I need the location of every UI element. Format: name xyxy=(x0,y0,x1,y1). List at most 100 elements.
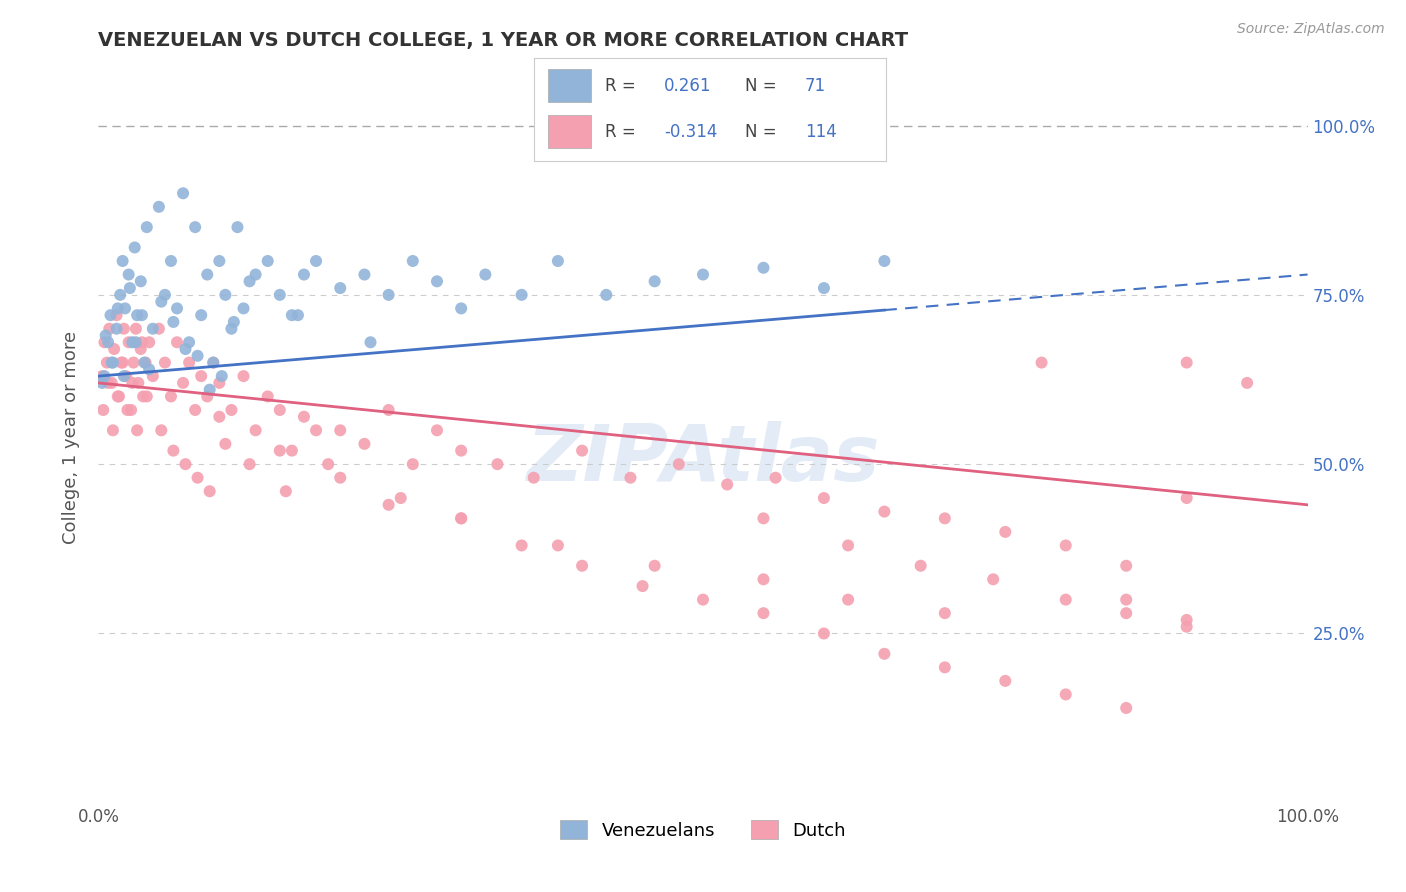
Point xyxy=(91,403,114,417)
Point xyxy=(994,524,1017,539)
Point xyxy=(190,369,212,384)
Point xyxy=(132,389,155,403)
Point xyxy=(153,355,176,369)
Point xyxy=(166,301,188,316)
Point xyxy=(184,220,207,235)
Point xyxy=(125,322,148,336)
Point xyxy=(112,369,135,384)
Point xyxy=(195,389,218,403)
Point xyxy=(211,369,233,384)
Point xyxy=(994,673,1017,688)
Point xyxy=(716,477,738,491)
Text: R =: R = xyxy=(605,123,641,141)
Point xyxy=(360,335,382,350)
Point xyxy=(813,626,835,640)
Point xyxy=(1115,558,1137,573)
Point xyxy=(160,389,183,403)
Point xyxy=(305,423,328,437)
Point xyxy=(162,443,184,458)
Point xyxy=(377,288,399,302)
Point xyxy=(91,369,114,384)
Point xyxy=(135,389,157,403)
Point xyxy=(110,355,132,369)
Point xyxy=(105,308,128,322)
Text: 114: 114 xyxy=(804,123,837,141)
Point xyxy=(292,268,315,282)
Point xyxy=(245,423,267,437)
Point xyxy=(129,342,152,356)
Point xyxy=(1115,606,1137,620)
Point xyxy=(100,355,122,369)
Point xyxy=(134,355,156,369)
Legend: Venezuelans, Dutch: Venezuelans, Dutch xyxy=(551,811,855,848)
Point xyxy=(105,322,128,336)
Point xyxy=(269,443,291,458)
Point xyxy=(118,335,141,350)
Point xyxy=(124,240,146,254)
Point xyxy=(269,403,291,417)
Point xyxy=(142,369,165,384)
Point xyxy=(256,389,278,403)
Point xyxy=(1175,613,1198,627)
Point xyxy=(571,558,593,573)
Point xyxy=(187,471,209,485)
Point xyxy=(172,376,194,390)
Point xyxy=(245,268,267,282)
Point xyxy=(668,457,690,471)
Point xyxy=(179,355,201,369)
Point xyxy=(150,294,173,309)
Point xyxy=(281,443,304,458)
Point xyxy=(148,200,170,214)
Point xyxy=(127,308,149,322)
Point xyxy=(486,457,509,471)
Point xyxy=(1175,491,1198,505)
Point xyxy=(138,335,160,350)
Point xyxy=(114,301,136,316)
Point xyxy=(103,342,125,356)
Point xyxy=(644,558,666,573)
Point xyxy=(644,274,666,288)
Point xyxy=(1031,355,1053,369)
Point xyxy=(619,471,641,485)
Point xyxy=(122,355,145,369)
Text: R =: R = xyxy=(605,77,641,95)
Point xyxy=(692,268,714,282)
Point xyxy=(108,389,131,403)
Point xyxy=(100,376,122,390)
Point xyxy=(232,369,254,384)
Point xyxy=(1115,592,1137,607)
Point xyxy=(752,260,775,275)
Point xyxy=(101,423,124,437)
Point xyxy=(329,423,352,437)
Point xyxy=(1054,688,1077,702)
Point xyxy=(450,511,472,525)
Point xyxy=(202,355,225,369)
Point xyxy=(208,409,231,424)
Point xyxy=(111,254,134,268)
Point xyxy=(281,308,304,322)
Point xyxy=(547,254,569,268)
Text: N =: N = xyxy=(745,123,782,141)
Text: Source: ZipAtlas.com: Source: ZipAtlas.com xyxy=(1237,22,1385,37)
Point xyxy=(450,443,472,458)
Text: 71: 71 xyxy=(804,77,827,95)
Point xyxy=(1175,355,1198,369)
Point xyxy=(752,511,775,525)
Point xyxy=(292,409,315,424)
Point xyxy=(269,288,291,302)
Point xyxy=(97,335,120,350)
Point xyxy=(107,389,129,403)
Point xyxy=(93,335,115,350)
Point xyxy=(981,572,1004,586)
Point xyxy=(426,423,449,437)
Point xyxy=(389,491,412,505)
Point xyxy=(1054,592,1077,607)
Point xyxy=(226,220,249,235)
Point xyxy=(523,471,546,485)
Point xyxy=(837,538,859,552)
Point xyxy=(426,274,449,288)
Point xyxy=(221,403,243,417)
Text: VENEZUELAN VS DUTCH COLLEGE, 1 YEAR OR MORE CORRELATION CHART: VENEZUELAN VS DUTCH COLLEGE, 1 YEAR OR M… xyxy=(98,31,908,50)
Point xyxy=(125,335,148,350)
Point xyxy=(1115,701,1137,715)
